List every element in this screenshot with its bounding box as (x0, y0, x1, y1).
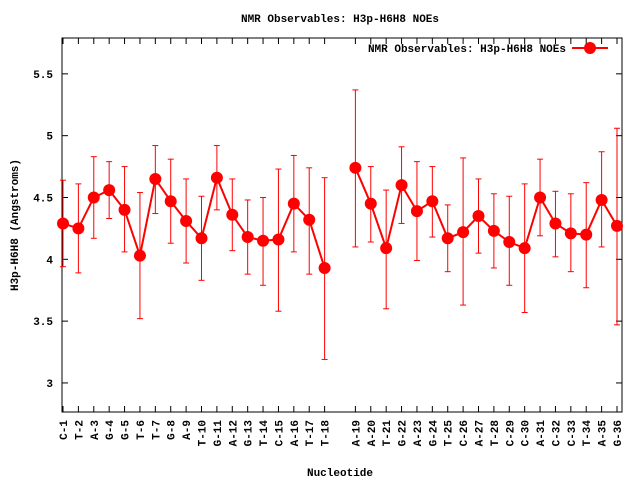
x-axis-label: Nucleotide (307, 468, 373, 480)
data-point (72, 222, 85, 235)
x-tick-label: T-7 (151, 420, 163, 440)
data-point (410, 205, 423, 218)
y-tick-label: 4.5 (33, 193, 53, 205)
data-point (318, 261, 331, 274)
x-tick-label: T-21 (382, 420, 394, 447)
legend-label: NMR Observables: H3p-H6H8 NOEs (368, 44, 566, 56)
x-tick-label: T-28 (490, 420, 502, 447)
x-tick-label: C-15 (274, 420, 286, 447)
x-tick-label: C-33 (567, 420, 579, 447)
x-tick-label: A-23 (413, 420, 425, 447)
data-point (241, 231, 254, 244)
data-point (441, 232, 454, 245)
series-line (354, 167, 618, 252)
data-point (103, 184, 116, 197)
data-point (149, 172, 162, 185)
data-point (133, 249, 146, 262)
x-tick-label: A-20 (367, 420, 379, 446)
data-point (118, 203, 131, 216)
x-tick-label: G-8 (167, 420, 179, 440)
x-tick-label: A-9 (182, 420, 194, 440)
x-tick-label: A-19 (351, 420, 363, 446)
data-point (287, 197, 300, 210)
data-point (180, 214, 193, 227)
data-point (549, 217, 562, 230)
x-tick-label: A-16 (290, 420, 302, 446)
data-point (272, 233, 285, 246)
x-tick-label: G-5 (121, 420, 133, 440)
data-point (487, 224, 500, 237)
x-tick-label: A-27 (475, 420, 487, 446)
legend-point-sample (584, 42, 596, 54)
data-point (380, 242, 393, 255)
x-tick-label: T-18 (321, 420, 333, 447)
series-line (62, 174, 326, 269)
chart-title: NMR Observables: H3p-H6H8 NOEs (241, 14, 439, 26)
data-point (57, 217, 69, 230)
y-axis-label: H3p-H6H8 (Angstroms) (10, 159, 22, 291)
data-point (303, 213, 316, 226)
data-point (364, 197, 377, 210)
x-tick-label: T-17 (305, 420, 317, 446)
x-tick-label: G-4 (105, 420, 117, 440)
x-tick-label: G-36 (613, 420, 625, 446)
y-tick-label: 4 (46, 255, 53, 267)
data-point (210, 171, 223, 184)
x-tick-label: A-35 (598, 420, 610, 447)
data-point (349, 161, 362, 174)
x-tick-label: C-26 (459, 420, 471, 446)
data-point (472, 210, 485, 223)
x-tick-label: T-10 (198, 420, 210, 446)
data-point (87, 191, 100, 204)
data-point (426, 195, 439, 208)
data-point (518, 242, 531, 255)
x-tick-label: T-25 (444, 420, 456, 447)
y-tick-label: 3 (46, 379, 53, 391)
x-tick-label: C-29 (505, 420, 517, 446)
data-point (503, 236, 516, 248)
x-tick-label: A-12 (228, 420, 240, 446)
y-tick-label: 5 (46, 132, 53, 144)
data-point (595, 193, 608, 206)
x-tick-label: T-2 (74, 420, 86, 440)
x-tick-label: C-1 (59, 420, 71, 440)
data-point (580, 228, 593, 241)
x-tick-label: T-14 (259, 420, 271, 447)
x-tick-label: C-32 (551, 420, 563, 446)
data-point (395, 179, 408, 192)
x-tick-label: T-6 (136, 420, 148, 440)
data-point (611, 219, 623, 232)
data-point (164, 195, 177, 208)
data-point (257, 234, 270, 247)
data-point (226, 208, 239, 221)
x-tick-label: G-22 (398, 420, 410, 446)
legend: NMR Observables: H3p-H6H8 NOEs (368, 42, 608, 56)
x-tick-label: G-13 (244, 420, 256, 447)
x-tick-label: G-24 (428, 420, 440, 447)
x-tick-label: G-11 (213, 420, 225, 447)
data-point (457, 226, 470, 239)
x-tick-label: A-3 (90, 420, 102, 440)
data-point (195, 232, 208, 245)
y-tick-label: 5.5 (33, 70, 53, 82)
x-tick-label: C-30 (521, 420, 533, 446)
data-point (564, 227, 577, 240)
data-point (534, 191, 547, 204)
y-tick-label: 3.5 (33, 317, 53, 329)
x-tick-label: T-34 (582, 420, 594, 447)
x-tick-label: A-31 (536, 420, 548, 447)
